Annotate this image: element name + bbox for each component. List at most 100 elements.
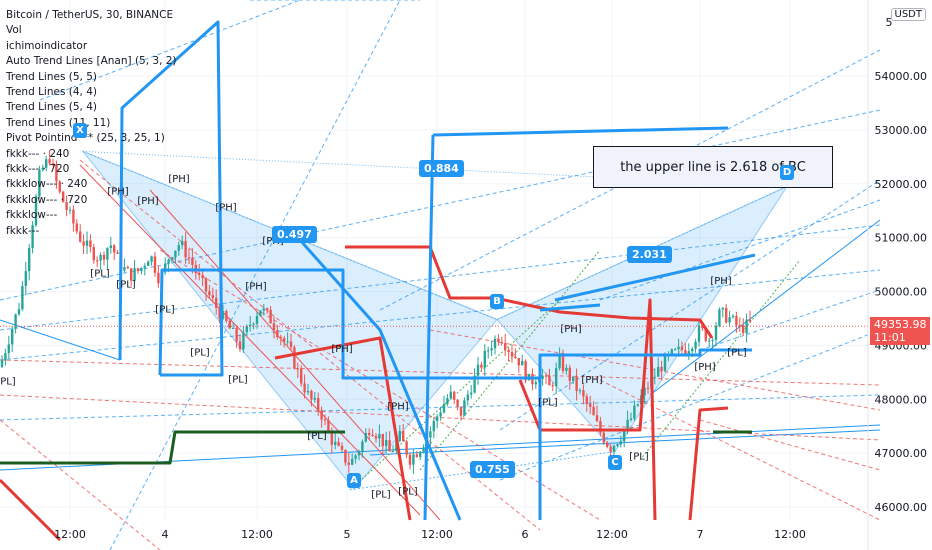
time-tick-label: 12:00 [54, 528, 86, 541]
candle-body [79, 231, 82, 242]
candle-body [361, 441, 364, 453]
candle-body [48, 159, 51, 164]
candle-body [402, 430, 405, 442]
candle-body [320, 410, 323, 420]
candle-body [561, 356, 565, 371]
candle-body [177, 245, 180, 251]
red-trend-dashed [79, 159, 541, 531]
candle-body [422, 447, 425, 453]
candle-body [140, 267, 143, 272]
candle-body [674, 349, 677, 351]
blue-upper-box [118, 20, 224, 377]
pivot-label: [PL] [116, 280, 136, 291]
candle-body [694, 341, 697, 349]
candle-body [738, 325, 741, 327]
candle-body [582, 390, 585, 397]
candle-body [670, 349, 673, 354]
candle-body [714, 325, 718, 340]
candle-body [507, 349, 510, 353]
candle-body [116, 252, 119, 254]
candle-body [310, 390, 313, 400]
candle-body [558, 356, 561, 369]
candle-body [157, 272, 160, 284]
blue-trend-dashed [499, 179, 881, 431]
fib-label-2031: 2.031 [627, 246, 672, 263]
red-trend-solid [79, 164, 421, 516]
candle-body [616, 444, 619, 446]
price-tick-label: 52000.00 [875, 178, 928, 191]
blue-trend-dashed [499, 329, 881, 481]
candle-body [606, 442, 609, 447]
pivot-label: [PH] [387, 401, 408, 412]
candle-body [62, 191, 65, 203]
candle-body [589, 403, 592, 407]
candle-body [500, 342, 503, 344]
point-b-badge: B [490, 294, 504, 309]
candle-body [555, 368, 558, 387]
candle-body [541, 375, 544, 379]
point-a-badge: A [347, 473, 361, 488]
candle-body [55, 164, 58, 182]
candle-body [548, 375, 551, 386]
candle-body [497, 338, 500, 343]
currency-badge[interactable]: USDT [890, 8, 926, 21]
last-price-value: 49353.98 [874, 318, 927, 331]
candle-body [415, 454, 418, 457]
pattern-xb [82, 150, 498, 320]
candle-body [504, 343, 507, 350]
candle-body [524, 361, 527, 381]
candle-body [347, 462, 350, 465]
blue-channel-top [539, 303, 601, 312]
pivot-label: [PL] [727, 348, 747, 359]
candle-body [487, 350, 490, 352]
candle-body [385, 440, 388, 447]
last-price-tag: 49353.98 11:01 [870, 317, 930, 345]
candle-body [663, 354, 667, 371]
candle-body [245, 326, 248, 333]
candle-body [728, 317, 731, 323]
candle-body [480, 364, 483, 368]
green-trend-line [639, 259, 801, 461]
candle-body [228, 320, 231, 329]
candle-body [470, 392, 473, 395]
candle-body [330, 431, 333, 445]
candle-body [344, 449, 347, 463]
candle-body [201, 274, 204, 279]
candle-body [211, 295, 214, 298]
candle-body [721, 307, 724, 310]
candle-body [238, 341, 242, 350]
candle-body [218, 307, 221, 319]
annotation-note[interactable]: the upper line is 2.618 of BC [593, 146, 833, 188]
candle-body [368, 432, 371, 435]
pivot-label: [PL] [398, 487, 418, 498]
candle-body [436, 416, 439, 421]
pivot-label: [PL] [155, 305, 175, 316]
candle-body [41, 167, 44, 171]
pivot-label: [PL] [0, 377, 16, 388]
candle-body [398, 430, 401, 441]
candle-body [106, 248, 109, 260]
candle-body [184, 240, 187, 258]
candle-body [578, 390, 582, 392]
blue-trend-dashed [0, 109, 881, 301]
candle-body [585, 396, 588, 404]
pivot-label: [PH] [168, 174, 189, 185]
candle-body [357, 452, 361, 456]
candle-body [113, 245, 116, 253]
red-left-diag [0, 478, 62, 542]
candle-body [742, 325, 745, 334]
time-axis: 12:00 4 12:00 5 12:00 6 12:00 7 12:00 [54, 528, 806, 541]
candle-body [235, 327, 238, 342]
green-support-step [0, 430, 345, 465]
candle-body [334, 441, 337, 445]
candle-body [432, 420, 435, 432]
price-tick-label: 50000.00 [875, 286, 928, 299]
candle-body [653, 376, 656, 378]
candle-body [633, 405, 636, 419]
price-tick-label: 54000.00 [875, 70, 928, 83]
candle-body [602, 432, 605, 443]
candle-body [449, 391, 452, 399]
pivot-label: [PL] [307, 431, 327, 442]
